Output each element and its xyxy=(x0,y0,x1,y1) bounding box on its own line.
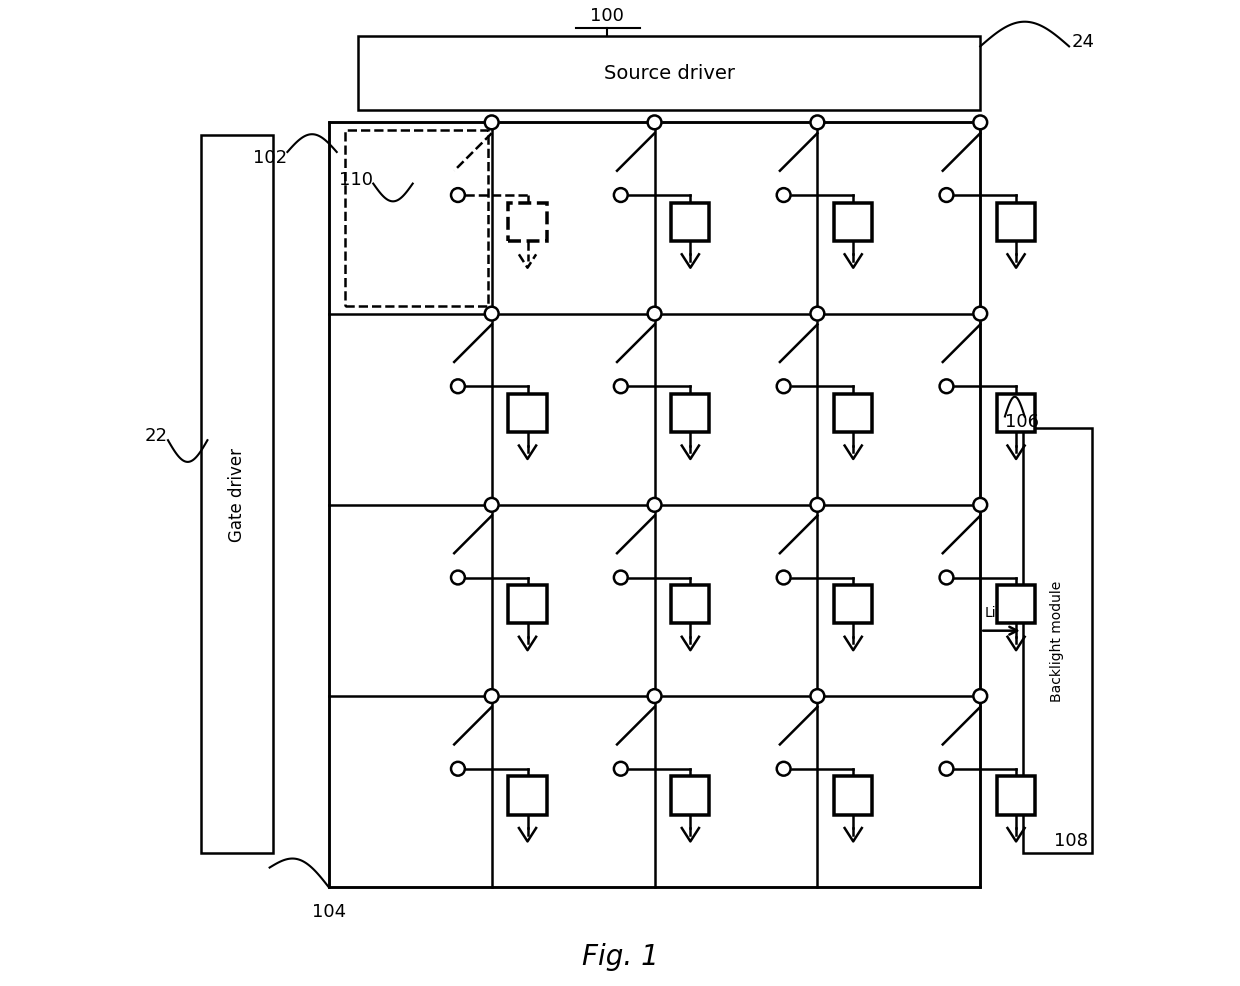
Bar xyxy=(345,131,489,307)
Bar xyxy=(997,777,1035,814)
Text: 108: 108 xyxy=(1054,831,1089,849)
Bar xyxy=(671,394,709,433)
Circle shape xyxy=(647,116,661,130)
Bar xyxy=(1023,429,1091,853)
Text: Light: Light xyxy=(985,605,1019,619)
Circle shape xyxy=(940,380,954,393)
Bar xyxy=(671,586,709,624)
Bar xyxy=(329,123,981,887)
Text: 22: 22 xyxy=(145,427,167,445)
Circle shape xyxy=(776,571,791,585)
Bar xyxy=(835,394,873,433)
Circle shape xyxy=(647,499,661,513)
Circle shape xyxy=(614,762,627,776)
Bar xyxy=(997,586,1035,624)
Circle shape xyxy=(451,380,465,393)
Circle shape xyxy=(973,308,987,321)
Bar xyxy=(835,777,873,814)
Circle shape xyxy=(485,308,498,321)
Bar xyxy=(997,394,1035,433)
Circle shape xyxy=(647,689,661,703)
Circle shape xyxy=(776,380,791,393)
Circle shape xyxy=(811,499,825,513)
Bar xyxy=(508,586,547,624)
Circle shape xyxy=(811,308,825,321)
Circle shape xyxy=(811,689,825,703)
Circle shape xyxy=(940,571,954,585)
Circle shape xyxy=(451,571,465,585)
Text: 106: 106 xyxy=(1004,413,1039,431)
Text: Gate driver: Gate driver xyxy=(228,448,246,541)
Text: Backlight module: Backlight module xyxy=(1050,581,1064,701)
Circle shape xyxy=(614,571,627,585)
Bar xyxy=(835,203,873,242)
Text: 104: 104 xyxy=(311,902,346,920)
Circle shape xyxy=(647,308,661,321)
Circle shape xyxy=(485,689,498,703)
Bar xyxy=(508,777,547,814)
Circle shape xyxy=(776,762,791,776)
Text: Source driver: Source driver xyxy=(604,64,735,83)
Text: 100: 100 xyxy=(590,7,624,25)
Bar xyxy=(671,777,709,814)
Circle shape xyxy=(614,380,627,393)
Bar xyxy=(508,394,547,433)
Bar xyxy=(201,136,273,853)
Bar xyxy=(835,586,873,624)
Circle shape xyxy=(451,762,465,776)
Circle shape xyxy=(776,189,791,203)
Bar xyxy=(358,36,981,110)
Circle shape xyxy=(451,189,465,203)
Circle shape xyxy=(973,499,987,513)
Circle shape xyxy=(973,116,987,130)
Bar xyxy=(671,203,709,242)
Text: Fig. 1: Fig. 1 xyxy=(582,943,658,970)
Text: 102: 102 xyxy=(253,149,288,167)
Circle shape xyxy=(973,689,987,703)
Circle shape xyxy=(811,116,825,130)
Circle shape xyxy=(940,189,954,203)
Circle shape xyxy=(485,499,498,513)
Circle shape xyxy=(940,762,954,776)
Circle shape xyxy=(614,189,627,203)
Text: 24: 24 xyxy=(1073,34,1095,51)
Circle shape xyxy=(485,116,498,130)
Bar xyxy=(997,203,1035,242)
Bar xyxy=(508,203,547,242)
Text: 110: 110 xyxy=(340,171,373,188)
